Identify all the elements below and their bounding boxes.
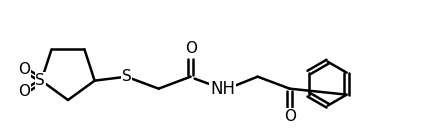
Text: O: O: [18, 62, 31, 77]
Text: S: S: [122, 69, 131, 84]
Text: O: O: [184, 41, 197, 56]
Text: O: O: [18, 84, 31, 99]
Text: NH: NH: [210, 80, 235, 98]
Text: O: O: [284, 109, 296, 124]
Text: S: S: [36, 73, 45, 88]
